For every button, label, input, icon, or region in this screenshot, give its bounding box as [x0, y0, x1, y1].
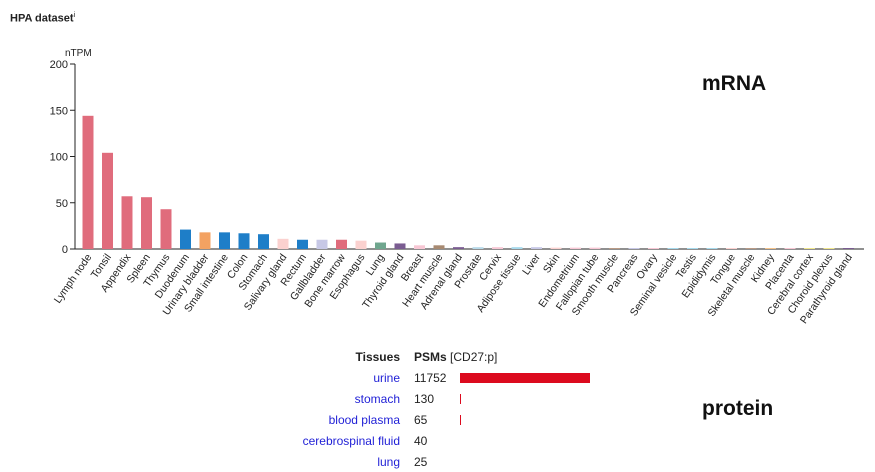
bar[interactable] — [355, 240, 367, 249]
bar[interactable] — [570, 247, 581, 249]
protein-table: Tissues PSMs [CD27:p] urine 11752 stomach 1… — [296, 346, 604, 472]
tissue-link[interactable]: blood plasma — [328, 412, 400, 427]
mrna-label: mRNA — [702, 72, 766, 95]
x-category-label: Liver — [520, 251, 543, 277]
y-axis-unit-label: nTPM — [65, 48, 92, 59]
protein-row: urine 11752 — [296, 367, 604, 388]
psm-bar — [460, 393, 462, 404]
bar[interactable] — [82, 115, 94, 249]
psm-value: 25 — [414, 454, 428, 469]
tissue-link[interactable]: cerebrospinal fluid — [302, 433, 400, 448]
x-category-label: Lymph node — [52, 252, 95, 306]
bar[interactable] — [277, 238, 289, 249]
bar[interactable] — [121, 196, 133, 249]
bar[interactable] — [336, 239, 347, 249]
bar[interactable] — [297, 239, 308, 249]
bar[interactable] — [433, 245, 445, 249]
y-tick-label: 0 — [62, 244, 68, 256]
bar[interactable] — [589, 247, 601, 249]
dataset-title-text: HPA dataset — [10, 12, 74, 25]
psm-bar — [460, 414, 461, 425]
bar[interactable] — [531, 247, 542, 249]
tissue-link[interactable]: stomach — [354, 391, 400, 406]
protein-row: blood plasma 65 — [296, 409, 604, 430]
bar[interactable] — [258, 234, 269, 249]
psm-bar-cell — [456, 451, 604, 472]
protein-table-header: Tissues PSMs [CD27:p] — [296, 346, 604, 367]
bar[interactable] — [375, 242, 386, 249]
bar[interactable] — [706, 248, 718, 249]
bar[interactable] — [726, 248, 737, 249]
psm-bar-cell — [456, 430, 604, 451]
psm-value: 130 — [414, 391, 435, 406]
bar[interactable] — [511, 247, 523, 249]
y-tick-label: 150 — [50, 105, 68, 117]
y-tick-label: 100 — [50, 152, 68, 164]
psm-value: 40 — [414, 433, 428, 448]
bar[interactable] — [472, 247, 484, 249]
bar[interactable] — [843, 248, 854, 249]
y-tick-label: 50 — [56, 198, 68, 210]
bar[interactable] — [316, 239, 328, 249]
psm-bar-cell — [456, 388, 604, 409]
protein-label: protein — [702, 397, 774, 420]
bar[interactable] — [180, 229, 191, 249]
bar[interactable] — [414, 245, 425, 249]
psms-header: PSMs [CD27:p] — [410, 346, 604, 367]
bar[interactable] — [667, 248, 679, 249]
bar[interactable] — [219, 232, 230, 249]
bar[interactable] — [609, 248, 620, 249]
protein-row: cerebrospinal fluid 40 — [296, 430, 604, 451]
bar[interactable] — [238, 233, 250, 249]
psm-value: 65 — [414, 412, 428, 427]
psms-header-sub: [CD27:p] — [450, 349, 498, 364]
tissue-link[interactable]: urine — [373, 370, 400, 385]
bar[interactable] — [102, 152, 113, 249]
bar[interactable] — [648, 248, 659, 249]
bar[interactable] — [550, 247, 562, 249]
tissue-link[interactable]: lung — [377, 454, 400, 469]
bar[interactable] — [492, 247, 503, 249]
psms-header-label: PSMs — [414, 349, 447, 364]
psm-bar-cell — [456, 367, 604, 388]
bar[interactable] — [687, 248, 698, 249]
bar[interactable] — [628, 248, 640, 249]
bar[interactable] — [804, 248, 815, 249]
bar[interactable] — [453, 247, 464, 249]
psm-value: 11752 — [414, 370, 447, 385]
y-tick-label: 200 — [50, 59, 68, 71]
info-icon[interactable]: i — [73, 12, 76, 19]
protein-row: stomach 130 — [296, 388, 604, 409]
bar[interactable] — [394, 243, 406, 249]
psm-bar — [460, 372, 590, 383]
bar[interactable] — [199, 232, 211, 249]
tissues-header: Tissues — [355, 349, 400, 364]
protein-row: lung 25 — [296, 451, 604, 472]
bar[interactable] — [141, 197, 152, 249]
bar[interactable] — [784, 248, 796, 249]
bar[interactable] — [745, 248, 757, 249]
dataset-title: HPA dataseti — [10, 12, 75, 25]
bar[interactable] — [823, 248, 835, 249]
bar[interactable] — [765, 248, 776, 249]
psm-bar-cell — [456, 409, 604, 430]
bar[interactable] — [160, 209, 172, 249]
